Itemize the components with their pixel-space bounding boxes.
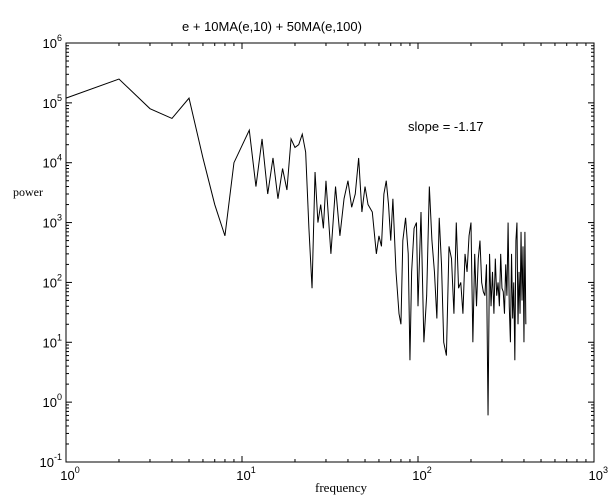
y-tick-label: 103 [43, 213, 62, 231]
y-tick-label: 101 [43, 332, 62, 350]
x-tick-label: 100 [60, 465, 79, 483]
y-tick-label: 104 [43, 153, 62, 171]
y-axis-label: power [13, 185, 43, 199]
y-axis: 10-1 100 101 102 103 104 105 106 [40, 33, 594, 470]
y-tick-label: 10-1 [40, 452, 62, 470]
power-spectrum-line [65, 78, 527, 416]
slope-annotation: slope = -1.17 [408, 119, 484, 134]
y-tick-label: 106 [43, 33, 62, 51]
plot-area-frame [65, 42, 595, 463]
x-tick-label: 101 [236, 465, 255, 483]
x-tick-label: 102 [412, 465, 431, 483]
series-layer [65, 78, 527, 416]
chart-title: e + 10MA(e,10) + 50MA(e,100) [182, 19, 362, 34]
x-axis-label: frequency [315, 480, 367, 495]
y-tick-label: 102 [43, 272, 62, 290]
x-axis: 100 101 102 103 [60, 43, 608, 483]
y-tick-label: 100 [43, 392, 62, 410]
x-tick-label: 103 [589, 465, 608, 483]
y-tick-label: 105 [43, 93, 62, 111]
